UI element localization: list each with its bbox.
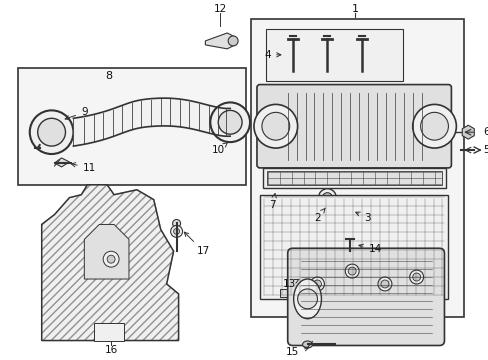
Circle shape [172, 220, 180, 228]
Circle shape [377, 277, 391, 291]
Bar [18, 68, 245, 185]
Bar [263, 168, 446, 188]
Circle shape [322, 193, 332, 203]
Bar [266, 171, 442, 185]
FancyBboxPatch shape [256, 85, 450, 168]
Circle shape [262, 112, 289, 140]
Circle shape [412, 273, 420, 281]
Text: 3: 3 [355, 212, 369, 222]
Text: 17: 17 [184, 232, 209, 256]
Circle shape [345, 198, 358, 212]
Text: 2: 2 [313, 208, 325, 222]
Text: 9: 9 [65, 107, 87, 120]
Text: 5: 5 [482, 145, 488, 155]
Bar [260, 195, 447, 299]
Circle shape [409, 270, 423, 284]
Bar [265, 29, 402, 81]
Circle shape [310, 277, 324, 291]
Circle shape [170, 225, 182, 237]
Polygon shape [55, 158, 69, 167]
Circle shape [103, 251, 119, 267]
Circle shape [420, 112, 447, 140]
Text: 7: 7 [269, 193, 276, 210]
Circle shape [297, 289, 317, 309]
Circle shape [30, 111, 73, 154]
Circle shape [345, 264, 358, 278]
Text: 8: 8 [105, 71, 112, 81]
Polygon shape [205, 33, 235, 49]
Bar [250, 19, 463, 317]
Text: 11: 11 [71, 163, 96, 173]
Circle shape [218, 111, 242, 134]
Text: 10: 10 [211, 143, 227, 155]
Text: 4: 4 [264, 50, 280, 60]
Text: 1: 1 [351, 4, 358, 14]
Text: 14: 14 [358, 244, 381, 254]
Circle shape [173, 229, 179, 234]
Text: 16: 16 [104, 346, 118, 355]
Text: 6: 6 [482, 127, 488, 137]
Circle shape [412, 104, 455, 148]
Circle shape [347, 201, 355, 208]
Circle shape [318, 189, 336, 207]
Bar [279, 289, 294, 297]
Circle shape [228, 36, 238, 46]
Circle shape [313, 280, 321, 288]
Text: 13: 13 [283, 279, 299, 289]
Bar [339, 289, 353, 297]
Circle shape [107, 255, 115, 263]
Text: 12: 12 [213, 4, 226, 14]
Circle shape [253, 104, 297, 148]
Ellipse shape [302, 341, 312, 348]
Circle shape [38, 118, 65, 146]
Circle shape [210, 103, 249, 142]
Bar [398, 289, 413, 297]
Circle shape [347, 267, 355, 275]
Polygon shape [41, 185, 178, 341]
Polygon shape [84, 224, 129, 279]
Bar [94, 323, 124, 341]
Text: 15: 15 [285, 347, 308, 357]
Ellipse shape [293, 279, 321, 319]
Circle shape [380, 280, 388, 288]
FancyBboxPatch shape [287, 248, 444, 346]
